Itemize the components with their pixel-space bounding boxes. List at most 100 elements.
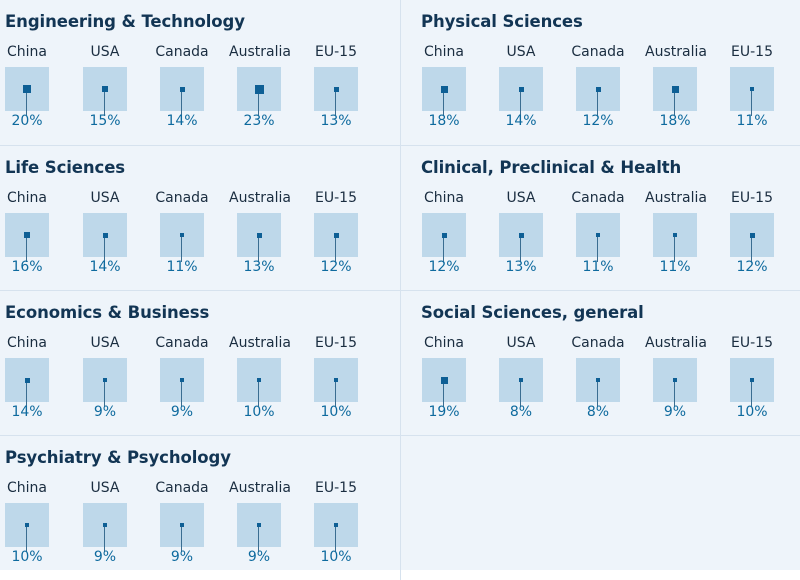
marker-stem [751,89,753,116]
marker-stem [258,235,260,262]
value-label: 10% [320,404,352,420]
marker-stem [751,235,753,262]
value-tile [5,213,49,262]
value-label: 11% [166,259,198,275]
value-tile [653,213,697,262]
marker-stem [674,380,676,407]
value-marker [441,232,447,238]
value-tile [160,67,204,116]
value-marker [257,378,261,382]
value-marker [179,86,185,92]
value-marker [24,232,30,238]
value-marker [440,376,448,384]
value-marker [103,523,107,527]
value-tile [160,213,204,262]
marker-stem [597,235,599,262]
value-tile [576,67,620,116]
value-tile [83,67,127,116]
value-marker [596,378,600,382]
panel-title: Social Sciences, general [421,303,644,322]
value-label: 12% [582,113,614,129]
country-label: Canada [155,44,209,60]
value-marker [671,85,679,93]
panel-title: Psychiatry & Psychology [5,448,231,467]
marker-stem [751,380,753,407]
marker-stem [104,89,106,116]
value-tile [83,503,127,552]
value-tile [314,213,358,262]
marker-stem [520,89,522,116]
value-tile [499,67,543,116]
panel-4: Economics & Business China 14% USA 9% Canada 9… [0,290,400,435]
value-label: 20% [11,113,43,129]
value-label: 8% [509,404,533,420]
value-marker [750,378,754,382]
value-tile [653,67,697,116]
country-label: Australia [229,190,291,206]
value-marker [673,233,677,237]
value-tile [499,213,543,262]
value-tile [422,67,466,116]
marker-stem [674,89,676,116]
country-label: USA [90,44,120,60]
value-label: 10% [11,549,43,565]
value-label: 13% [505,259,537,275]
value-label: 11% [736,113,768,129]
value-tile [730,213,774,262]
country-label: USA [90,190,120,206]
marker-stem [335,525,337,552]
value-tile [730,358,774,407]
value-marker [23,85,31,93]
marker-stem [597,89,599,116]
value-tile [422,358,466,407]
marker-stem [26,525,28,552]
value-marker [180,233,184,237]
value-marker [596,233,600,237]
panel-title: Clinical, Preclinical & Health [421,158,682,177]
panel-title: Physical Sciences [421,12,583,31]
country-label: Canada [155,190,209,206]
value-tile [422,213,466,262]
value-marker [334,378,338,382]
country-label: Canada [571,335,625,351]
value-label: 13% [320,113,352,129]
country-label: USA [90,335,120,351]
value-marker [254,84,264,94]
country-label: EU-15 [731,335,773,351]
panel-1: Physical Sciences China 18% USA 14% Canada 12%… [400,0,800,145]
value-marker [24,377,30,383]
value-label: 18% [428,113,460,129]
value-marker [103,378,107,382]
panel-5: Social Sciences, general China 19% USA 8% Can… [400,290,800,435]
value-marker [518,86,524,92]
marker-stem [181,235,183,262]
value-label: 12% [428,259,460,275]
value-marker [256,232,262,238]
value-marker [518,232,524,238]
value-label: 18% [659,113,691,129]
value-marker [102,232,108,238]
value-marker [257,523,261,527]
marker-stem [335,380,337,407]
country-label: Australia [229,335,291,351]
marker-stem [258,380,260,407]
value-label: 9% [663,404,687,420]
value-tile [237,67,281,116]
marker-stem [26,89,28,116]
marker-stem [335,89,337,116]
value-label: 8% [586,404,610,420]
value-marker [334,523,338,527]
country-label: Australia [229,44,291,60]
value-label: 12% [320,259,352,275]
value-tile [83,358,127,407]
country-label: Australia [229,480,291,496]
marker-stem [258,89,260,116]
marker-stem [443,380,445,407]
value-marker [595,86,601,92]
value-label: 11% [659,259,691,275]
value-tile [237,213,281,262]
panel-3: Clinical, Preclinical & Health China 12% US… [400,145,800,290]
value-label: 10% [320,549,352,565]
value-tile [237,358,281,407]
country-label: Canada [571,44,625,60]
